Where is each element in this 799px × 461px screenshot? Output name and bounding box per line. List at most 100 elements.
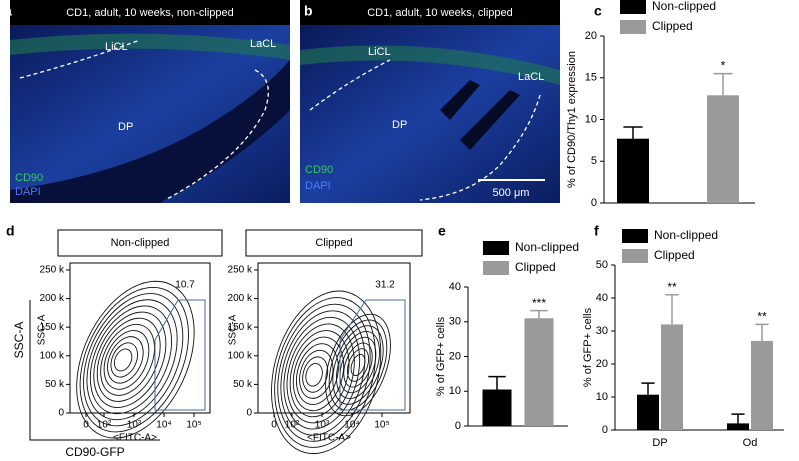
contour	[328, 319, 388, 411]
bar	[482, 389, 512, 426]
x-tick-label: 10⁵	[374, 420, 389, 431]
contour	[339, 336, 377, 394]
gate-percent: 10.7	[175, 280, 195, 291]
y-axis-label: % of GFP+ cells	[435, 316, 447, 396]
error-bar	[665, 293, 679, 325]
legend-label: Non-clipped	[515, 240, 579, 254]
bar	[637, 394, 659, 430]
micrograph-texts: CD1, adult, 10 weeks, non-clipped LiCL L…	[15, 7, 544, 199]
legend-swatch	[620, 0, 646, 14]
x-tick-label: 10⁴	[156, 420, 171, 431]
y-tick-label: 150 k	[40, 322, 65, 333]
x-tick-label: Od	[743, 437, 758, 449]
contour	[79, 286, 189, 433]
plot-title-box	[245, 229, 423, 257]
y-tick-label: 0	[591, 197, 597, 209]
error-bar	[755, 323, 769, 341]
contour	[346, 348, 370, 382]
outline	[309, 59, 541, 201]
x-tick-label: 0	[83, 420, 89, 431]
stain-label: CD90	[15, 172, 43, 184]
legend-label: Non-clipped	[652, 0, 716, 13]
contour	[110, 342, 138, 378]
gate	[339, 299, 406, 411]
contour	[289, 330, 350, 418]
contour	[292, 336, 345, 412]
plot-title: Non-clipped	[111, 237, 170, 249]
x-tick-label: 10³	[315, 420, 330, 431]
bar	[617, 138, 649, 203]
legend-swatch	[622, 229, 648, 243]
y-tick-label: 250 k	[228, 265, 253, 276]
legend-label: Clipped	[654, 248, 695, 262]
region-label: LaCL	[518, 71, 544, 83]
y-tick-label: 50 k	[45, 379, 65, 390]
y-tick-label: 50 k	[233, 379, 253, 390]
micrograph-title: CD1, adult, 10 weeks, clipped	[367, 7, 513, 19]
contour	[89, 305, 172, 415]
y-tick-label: 20	[596, 358, 608, 370]
error-bar	[488, 375, 506, 390]
contour	[343, 342, 373, 388]
panel-letter: e	[438, 223, 446, 239]
y-tick-label: 200 k	[40, 293, 65, 304]
y-tick-label: 20	[585, 30, 597, 42]
significance: **	[667, 280, 677, 294]
y-tick-label: 150 k	[228, 322, 253, 333]
micrograph-title: CD1, adult, 10 weeks, non-clipped	[66, 7, 234, 19]
bar	[751, 340, 773, 430]
error-bar	[713, 72, 733, 96]
contour	[350, 353, 366, 377]
region-label: LiCL	[105, 41, 128, 53]
x-tick-label: 10⁴	[344, 420, 359, 431]
contour	[277, 303, 371, 442]
region-label: DP	[118, 121, 133, 133]
outer-y-label: SSC-A	[12, 322, 26, 359]
tooth-tissue	[10, 60, 290, 203]
error-bar	[731, 413, 745, 424]
y-tick-label: 5	[591, 155, 597, 167]
plot-title: Clipped	[315, 237, 352, 249]
y-tick-label: 10	[449, 385, 461, 397]
contour	[274, 297, 376, 448]
region-label: LaCL	[250, 38, 276, 50]
y-tick-label: 100 k	[40, 350, 65, 361]
bar	[661, 324, 683, 430]
y-axis-label: % of GFP+ cells	[582, 307, 594, 387]
y-tick-label: 0	[602, 424, 608, 436]
bar	[707, 95, 739, 203]
contour	[107, 336, 144, 384]
gate	[154, 299, 206, 411]
plot-y-label: SSC-A	[37, 314, 48, 345]
legend-swatch	[483, 261, 509, 275]
panel-letter: c	[594, 3, 602, 19]
y-tick-label: 100 k	[228, 350, 253, 361]
contour	[100, 323, 155, 396]
y-tick-label: 20	[449, 350, 461, 362]
legend-label: Non-clipped	[654, 228, 718, 242]
panel-letter: a	[4, 3, 12, 19]
contour	[302, 356, 329, 393]
error-bar	[641, 382, 655, 395]
x-tick-label: 10²	[97, 420, 112, 431]
contour	[103, 330, 150, 390]
y-axis-label: % of CD90/Thy1 expression	[566, 51, 578, 188]
contour	[283, 316, 360, 430]
legend-label: Clipped	[515, 260, 556, 274]
y-tick-label: 0	[246, 408, 252, 419]
significance: **	[757, 310, 767, 324]
panel-letter: d	[6, 223, 15, 239]
cd90-signal	[300, 45, 560, 85]
cd90-signal	[10, 33, 290, 60]
y-tick-label: 0	[58, 408, 64, 419]
micrograph-a	[10, 0, 290, 203]
contour	[76, 280, 195, 439]
bar	[727, 423, 749, 430]
panel-letters: a b c d e f	[4, 3, 602, 239]
y-tick-label: 200 k	[228, 293, 253, 304]
contour	[286, 323, 355, 424]
outer-axes	[29, 300, 160, 441]
y-tick-label: 40	[596, 292, 608, 304]
outline	[19, 39, 269, 201]
y-tick-label: 0	[455, 420, 461, 432]
